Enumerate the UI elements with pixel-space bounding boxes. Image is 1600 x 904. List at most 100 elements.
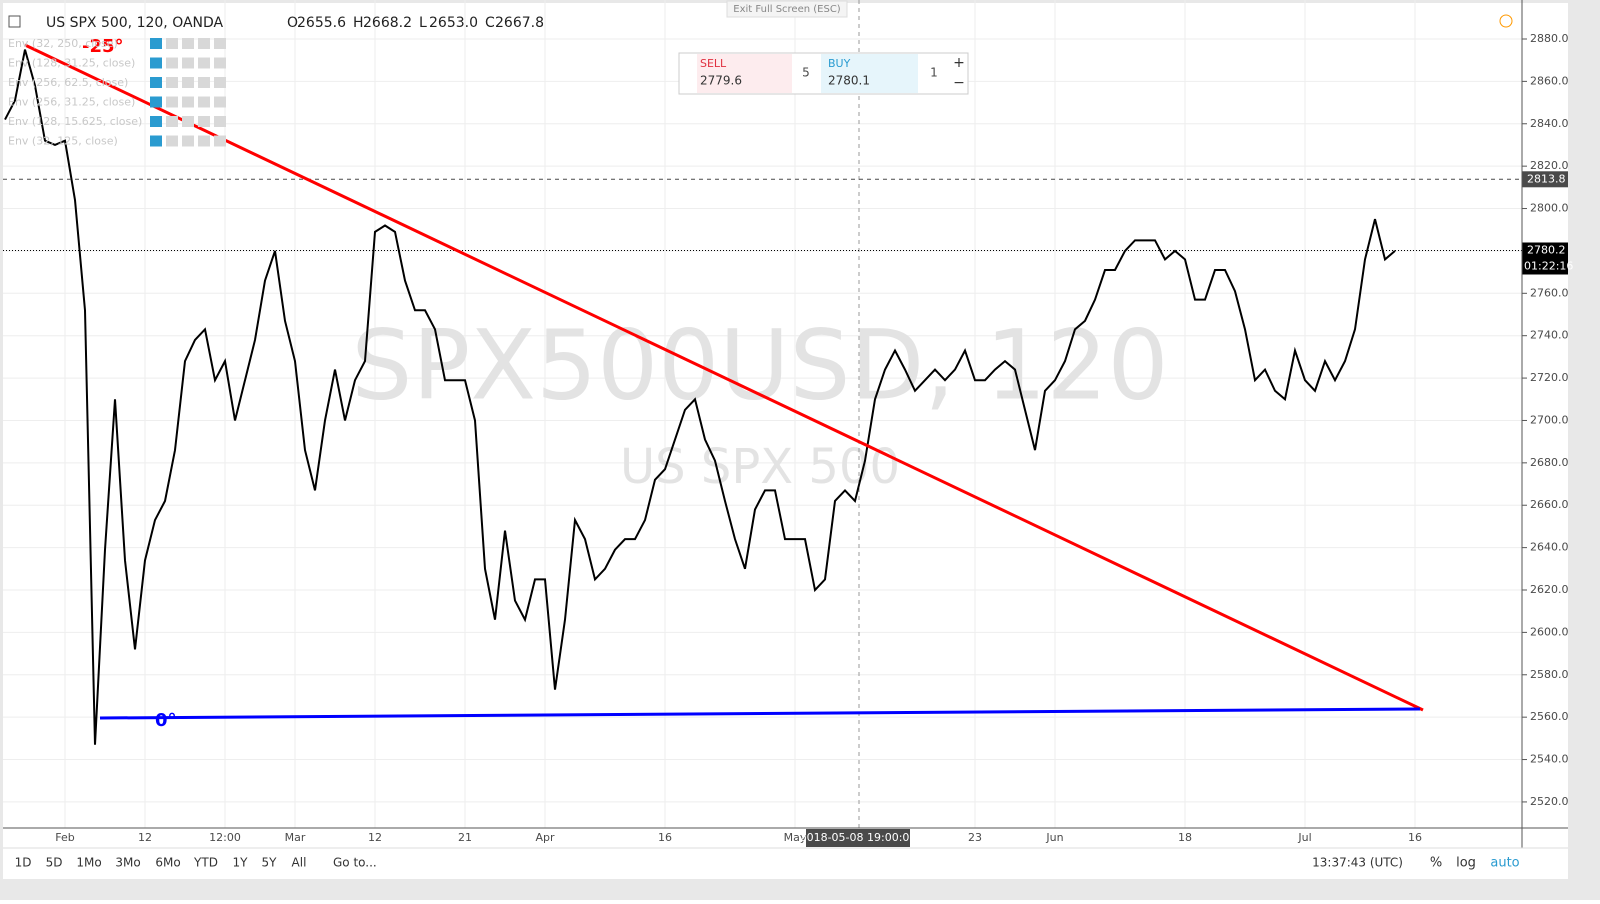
buy-price: 2780.1 [828, 74, 870, 88]
plus-button[interactable]: + [953, 55, 965, 71]
indicator-label[interactable]: Env (256, 62.5, close) [8, 76, 128, 89]
y-tick-label: 2760.0 [1530, 286, 1569, 299]
exit-button[interactable] [726, 0, 848, 18]
trend-line-blue[interactable] [99, 707, 1421, 720]
x-tick-label: May [784, 831, 807, 844]
minus-button[interactable]: − [953, 75, 965, 91]
indicator-button[interactable] [166, 96, 178, 108]
range-button[interactable]: 5Y [262, 856, 278, 870]
indicator-button[interactable] [214, 116, 226, 127]
indicator-eye[interactable] [150, 96, 162, 108]
indicator-label[interactable]: Env (128, 31.25, close) [8, 57, 135, 70]
range-button[interactable]: 5D [46, 856, 63, 870]
scale-option[interactable]: auto [1490, 856, 1519, 871]
y-tick-label: 2700.0 [1530, 413, 1569, 426]
indicator-button[interactable] [198, 77, 210, 88]
buy-label: BUY [828, 57, 851, 70]
crosshair-time-box [806, 829, 910, 847]
exit-full-screen[interactable]: Exit Full Screen (ESC) [733, 4, 841, 15]
ohlc-value: 2655.6 [297, 15, 346, 31]
y-tick-label: 2840.0 [1530, 117, 1569, 130]
alert-icon[interactable] [1499, 14, 1513, 28]
indicator-button[interactable] [214, 57, 226, 69]
price-label-box [1522, 242, 1568, 259]
indicator-eye[interactable] [150, 38, 162, 49]
range-button[interactable]: 1Y [233, 856, 249, 870]
scale-option[interactable]: % [1430, 856, 1442, 871]
scale-option[interactable]: log [1456, 856, 1476, 871]
indicator-eye[interactable] [150, 135, 162, 147]
sell-button[interactable] [697, 54, 792, 93]
y-tick-label: 2600.0 [1530, 625, 1569, 638]
sell-price: 2779.6 [700, 74, 742, 88]
range-button[interactable]: 1Mo [76, 856, 101, 870]
x-tick-label: 12:00 [209, 831, 241, 844]
indicator-button[interactable] [182, 135, 194, 147]
crosshair-time: 2018-05-08 19:00:00 [800, 831, 917, 844]
buy-button[interactable] [821, 54, 918, 93]
grid: 2520.0 2540.0 2560.0 2580.0 2600.0 2620.0 2640… [3, 0, 1569, 844]
y-tick-label: 2680.0 [1530, 456, 1569, 469]
goto-button[interactable]: Go to... [333, 856, 377, 870]
y-tick-label: 2860.0 [1530, 74, 1569, 87]
indicator-button[interactable] [166, 57, 178, 69]
range-button[interactable]: All [292, 856, 307, 870]
indicator-eye[interactable] [150, 77, 162, 88]
indicator-button[interactable] [198, 57, 210, 69]
indicator-button[interactable] [166, 116, 178, 127]
indicator-button[interactable] [198, 38, 210, 49]
indicator-label[interactable]: Env (128, 15.625, close) [8, 115, 142, 128]
indicator-label[interactable]: Env (32, 250, close) [8, 37, 118, 50]
indicator-button[interactable] [182, 116, 194, 127]
indicator-label[interactable]: Env (32, 125, close) [8, 135, 118, 148]
y-tick-label: 2540.0 [1530, 753, 1569, 766]
trend-line-red[interactable] [24, 43, 1424, 712]
indicator-button[interactable] [182, 38, 194, 49]
indicator-button[interactable] [214, 96, 226, 108]
y-tick-label: 2660.0 [1530, 498, 1569, 511]
indicator-button[interactable] [214, 135, 226, 147]
x-tick-label: Jul [1297, 831, 1311, 844]
angle-label: -25° [82, 36, 124, 57]
indicator-button[interactable] [166, 77, 178, 88]
symbol[interactable]: US SPX 500, 120, OANDA [46, 15, 224, 31]
price-line [4, 49, 1396, 745]
y-tick-label: 2740.0 [1530, 329, 1569, 342]
ohlc-value: 2653.0 [429, 15, 478, 31]
indicator-eye[interactable] [150, 116, 162, 127]
indicator-button[interactable] [166, 135, 178, 147]
price-label-box [1522, 171, 1568, 188]
indicator-button[interactable] [182, 57, 194, 69]
ohlc-key: L [419, 15, 427, 31]
x-tick-label: Feb [55, 831, 74, 844]
x-tick-label: 12 [138, 831, 152, 844]
indicator-label[interactable]: Env (256, 31.25, close) [8, 96, 135, 109]
indicator-button[interactable] [214, 77, 226, 88]
sell-label: SELL [700, 57, 727, 70]
range-button[interactable]: 3Mo [115, 856, 140, 870]
indicator-button[interactable] [198, 135, 210, 147]
range-button[interactable]: 6Mo [155, 856, 180, 870]
quantity[interactable]: 1 [930, 66, 938, 80]
price-label: 2813.8 [1527, 172, 1566, 185]
indicator-eye[interactable] [150, 57, 162, 69]
x-tick-label: 21 [458, 831, 472, 844]
clock: 13:37:43 (UTC) [1312, 856, 1403, 870]
chart-area [3, 3, 1568, 879]
ohlc-key: O [287, 15, 298, 31]
y-tick-label: 2640.0 [1530, 541, 1569, 554]
ohlc-value: 2668.2 [363, 15, 412, 31]
collapse-button[interactable] [8, 15, 21, 28]
indicator-button[interactable] [182, 96, 194, 108]
indicator-button[interactable] [198, 96, 210, 108]
plot: 2813.8 2780.2 01:22:16 [3, 49, 1573, 745]
indicator-button[interactable] [166, 38, 178, 49]
indicators: Env (32, 250, close) Env (128, 31.25, clo… [8, 37, 226, 148]
indicator-button[interactable] [182, 77, 194, 88]
indicator-button[interactable] [198, 116, 210, 127]
indicator-button[interactable] [214, 38, 226, 49]
range-button[interactable]: YTD [193, 856, 218, 870]
range-button[interactable]: 1D [15, 856, 32, 870]
